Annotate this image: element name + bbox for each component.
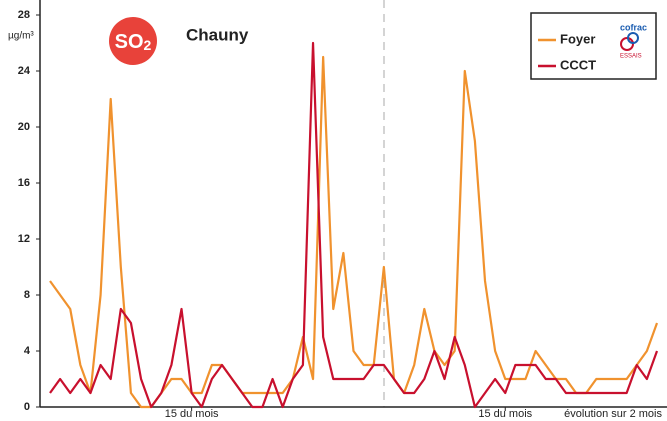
logo-ring: [627, 32, 639, 44]
y-tick-label: 28: [18, 9, 30, 21]
series-line: [49, 55, 659, 409]
y-tick-label: 8: [24, 289, 30, 301]
x-tick-label: 15 du mois: [165, 408, 219, 420]
legend-box: [530, 12, 657, 80]
legend-label: Foyer: [560, 31, 595, 46]
chart-title: Chauny: [186, 25, 249, 44]
y-tick-label: 12: [18, 233, 30, 245]
badge: SO2: [115, 31, 152, 53]
logo-bottom: ESSAIS: [620, 54, 642, 60]
x-tick-label: 15 du mois: [478, 408, 532, 420]
unit-label: µg/m³: [8, 31, 34, 42]
legend-label: CCCT: [560, 57, 596, 72]
series-line: [49, 41, 659, 409]
annotation: évolution sur 2 mois: [564, 408, 662, 420]
logo-top: cofrac: [620, 22, 647, 32]
y-tick-label: 16: [18, 177, 30, 189]
badge-circle: [109, 17, 157, 65]
y-tick-label: 20: [18, 121, 30, 133]
badge-text: SO: [115, 31, 144, 53]
y-tick-label: 24: [18, 65, 31, 77]
y-tick-label: 0: [24, 401, 30, 413]
y-tick-label: 4: [24, 345, 31, 357]
badge-sub: 2: [144, 37, 152, 53]
